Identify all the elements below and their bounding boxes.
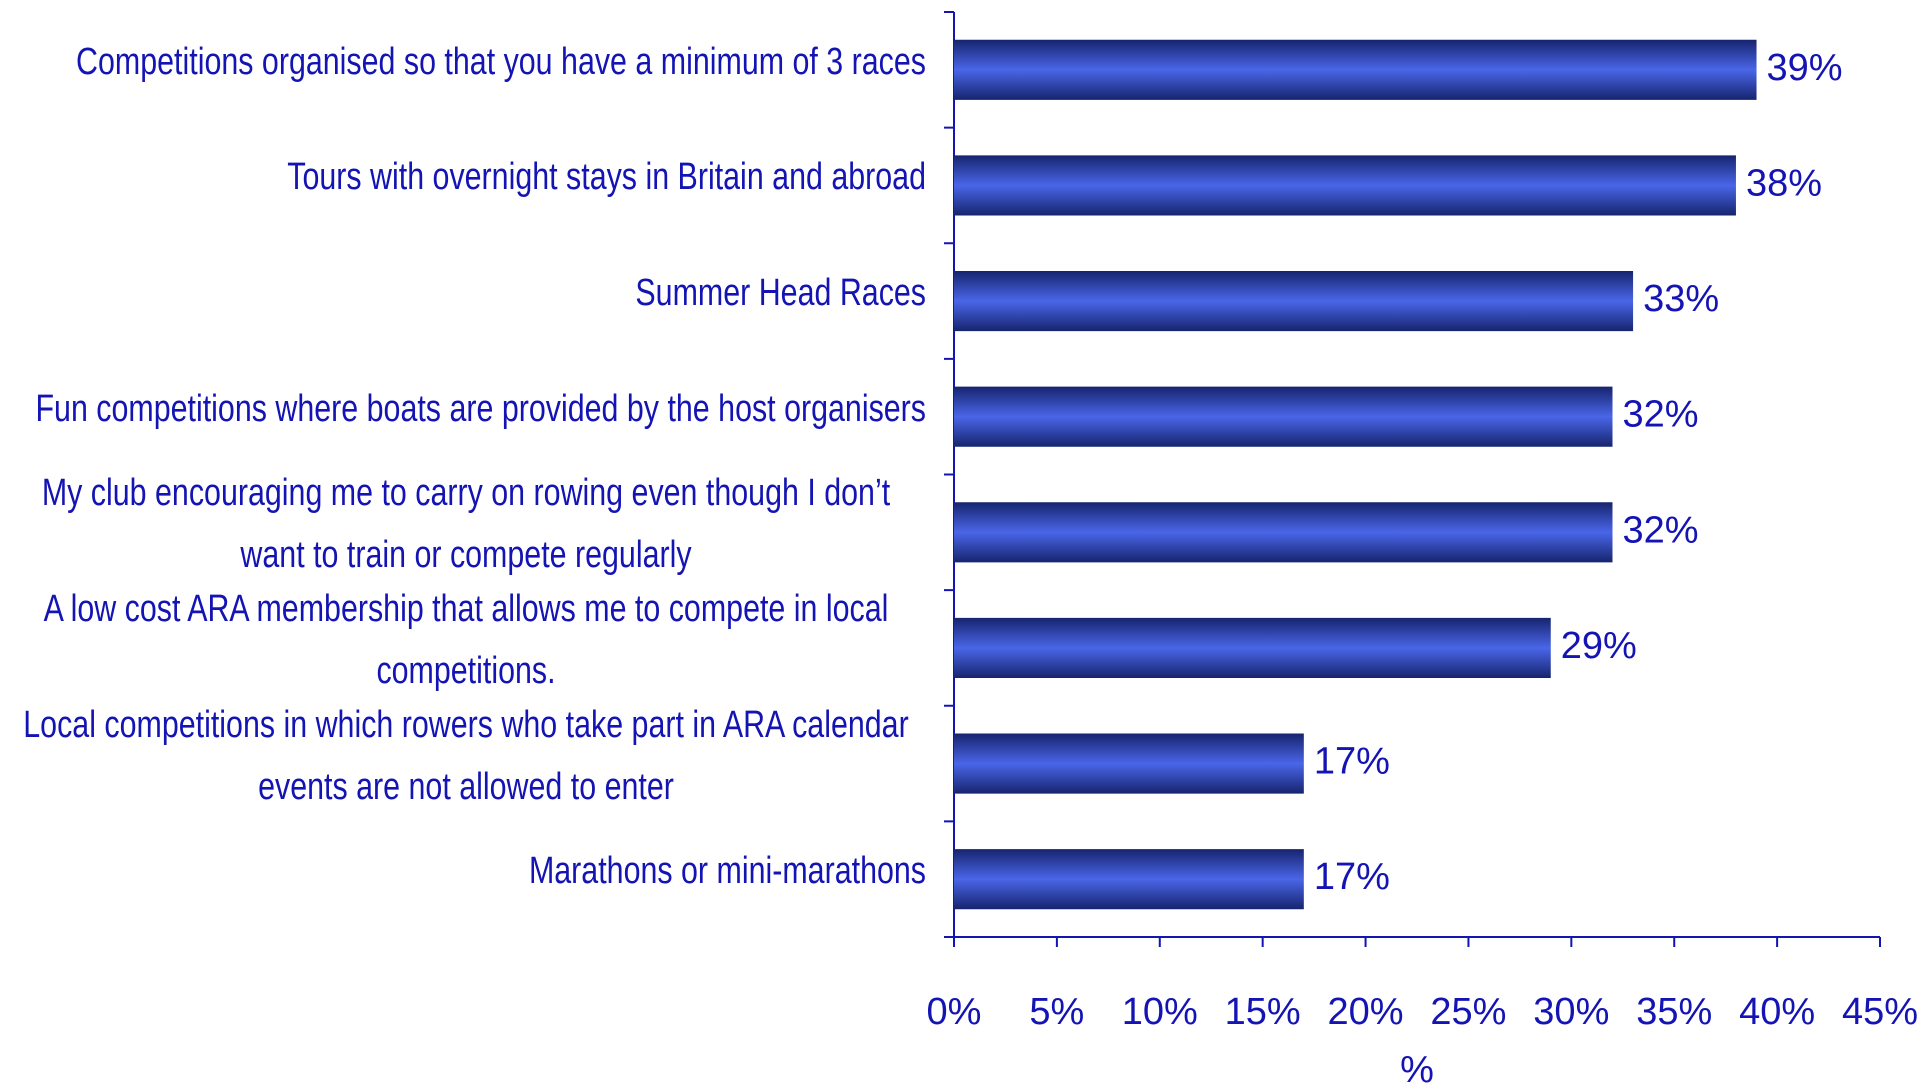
bar: [954, 386, 1613, 447]
value-label: 17%: [1314, 741, 1390, 783]
x-tick-label: 25%: [1430, 991, 1506, 1033]
category-label: Local competitions in which rowers who t…: [23, 703, 909, 808]
value-label: 33%: [1643, 278, 1719, 320]
category-label-box: Competitions organised so that you have …: [6, 4, 926, 120]
value-label: 32%: [1622, 394, 1698, 436]
category-label: Competitions organised so that you have …: [76, 40, 927, 83]
value-label: 17%: [1314, 856, 1390, 898]
category-label: Fun competitions where boats are provide…: [35, 387, 926, 430]
x-tick-label: 10%: [1122, 991, 1198, 1033]
category-label-box: Summer Head Races: [6, 235, 926, 351]
value-label: 39%: [1767, 47, 1843, 89]
x-tick-label: 35%: [1636, 991, 1712, 1033]
x-tick-label: 15%: [1225, 991, 1301, 1033]
category-label: A low cost ARA membership that allows me…: [43, 587, 889, 692]
value-label: 29%: [1561, 625, 1637, 667]
x-tick-label: 45%: [1842, 991, 1918, 1033]
category-label: Summer Head Races: [635, 272, 926, 315]
x-tick-label: 20%: [1328, 991, 1404, 1033]
bar: [954, 502, 1613, 563]
bar: [954, 271, 1634, 332]
category-label-box: Marathons or mini-marathons: [6, 813, 926, 929]
category-label: Marathons or mini-marathons: [528, 850, 926, 893]
bar: [954, 849, 1304, 910]
category-label: Tours with overnight stays in Britain an…: [287, 156, 926, 199]
x-tick-label: 0%: [927, 991, 982, 1033]
category-label: My club encouraging me to carry on rowin…: [41, 472, 891, 577]
category-label-box: My club encouraging me to carry on rowin…: [6, 467, 926, 583]
category-label-box: Local competitions in which rowers who t…: [6, 698, 926, 814]
value-label: 38%: [1746, 162, 1822, 204]
x-tick-label: 40%: [1739, 991, 1815, 1033]
x-tick-label: 30%: [1533, 991, 1609, 1033]
bar: [954, 733, 1304, 794]
x-tick-label: 5%: [1029, 991, 1084, 1033]
category-label-box: A low cost ARA membership that allows me…: [6, 582, 926, 698]
bar: [954, 617, 1551, 678]
bar: [954, 39, 1757, 100]
category-label-box: Fun competitions where boats are provide…: [6, 351, 926, 467]
bar: [954, 155, 1736, 216]
x-axis-label: %: [1400, 1049, 1434, 1090]
value-label: 32%: [1622, 509, 1698, 551]
category-label-box: Tours with overnight stays in Britain an…: [6, 120, 926, 236]
